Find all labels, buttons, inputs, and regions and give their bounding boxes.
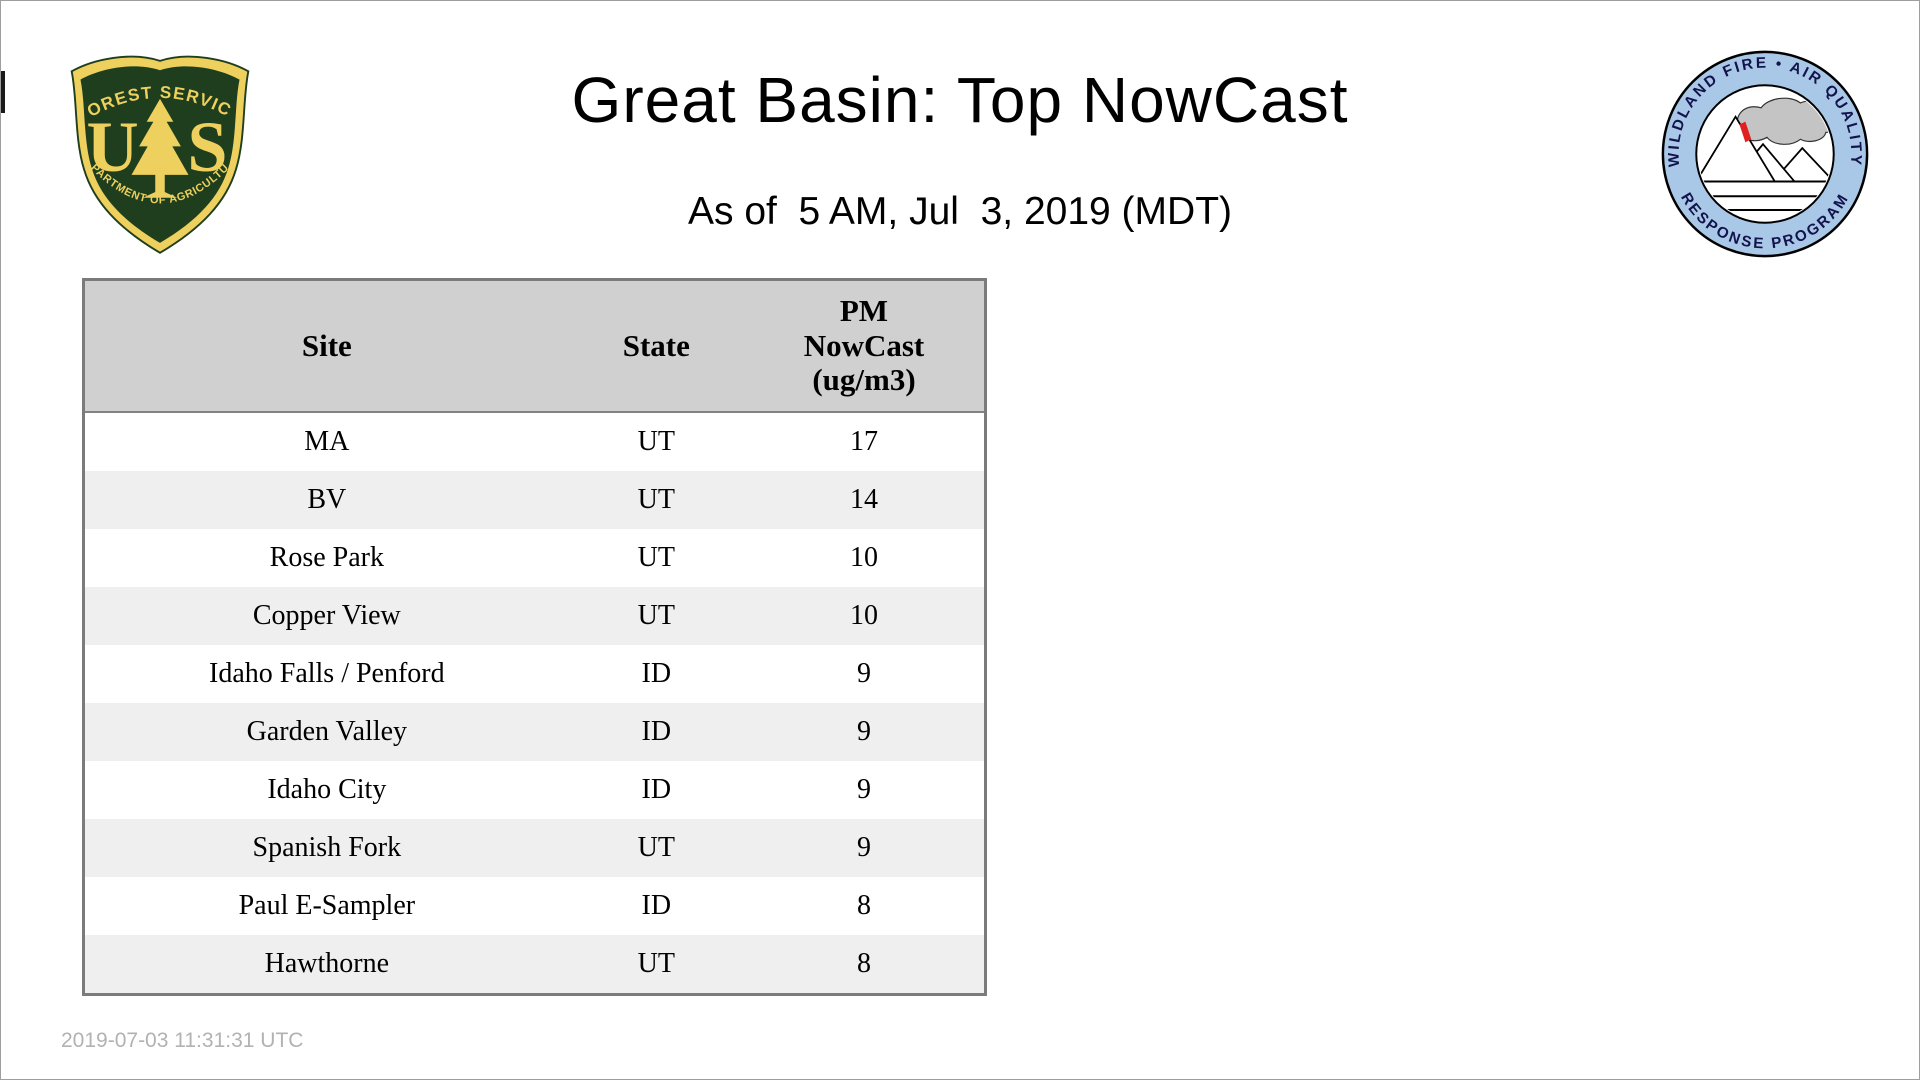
fs-letter-s: S <box>187 107 227 187</box>
table-row: Rose Park UT 10 <box>85 529 984 588</box>
cell-state: ID <box>568 761 744 820</box>
cell-site: MA <box>85 413 569 472</box>
cell-site: Idaho City <box>85 761 569 820</box>
cell-value: 9 <box>743 645 984 704</box>
generation-timestamp: 2019-07-03 11:31:31 UTC <box>61 1029 304 1052</box>
table-row: Idaho City ID 9 <box>85 761 984 820</box>
cell-value: 10 <box>743 587 984 646</box>
cell-site: BV <box>85 471 569 530</box>
cell-state: ID <box>568 645 744 704</box>
cell-state: UT <box>568 471 744 530</box>
cell-state: UT <box>568 413 744 472</box>
cell-state: ID <box>568 703 744 762</box>
table-row: Garden Valley ID 9 <box>85 703 984 762</box>
table-row: BV UT 14 <box>85 471 984 530</box>
forest-service-logo-icon: U S FOREST SERVICE DEPARTMENT OF AGRICUL… <box>70 55 250 254</box>
cell-value: 14 <box>743 471 984 530</box>
flame-mark <box>1739 121 1752 143</box>
col-header-site: Site <box>85 281 569 414</box>
table-row: Paul E-Sampler ID 8 <box>85 877 984 936</box>
table-row: Spanish Fork UT 9 <box>85 819 984 878</box>
wfaqrp-logo-icon: WILDLAND FIRE • AIR QUALITY RESPONSE PRO… <box>1661 50 1869 258</box>
cell-value: 17 <box>743 413 984 472</box>
col-header-state: State <box>568 281 744 414</box>
nowcast-table: Site State PM NowCast (ug/m3) MA UT 17 B… <box>82 278 987 997</box>
cell-site: Copper View <box>85 587 569 646</box>
pine-tree-icon <box>131 98 189 198</box>
table-header: Site State PM NowCast (ug/m3) <box>85 281 984 414</box>
cell-state: ID <box>568 877 744 936</box>
cell-value: 8 <box>743 935 984 994</box>
page-subtitle: As of 5 AM, Jul 3, 2019 (MDT) <box>687 190 1233 233</box>
cell-site: Idaho Falls / Penford <box>85 645 569 704</box>
page-title: Great Basin: Top NowCast <box>571 64 1349 136</box>
cell-site: Spanish Fork <box>85 819 569 878</box>
cell-state: UT <box>568 587 744 646</box>
cell-site: Paul E-Sampler <box>85 877 569 936</box>
left-edge-artifact <box>1 71 5 113</box>
smoke-plume <box>1736 97 1832 145</box>
cell-state: UT <box>568 819 744 878</box>
cell-site: Rose Park <box>85 529 569 588</box>
col-header-pm-nowcast: PM NowCast (ug/m3) <box>743 281 984 414</box>
cell-site: Garden Valley <box>85 703 569 762</box>
cell-value: 10 <box>743 529 984 588</box>
table-row: Idaho Falls / Penford ID 9 <box>85 645 984 704</box>
fs-letter-u: U <box>86 107 138 187</box>
cell-value: 8 <box>743 877 984 936</box>
cell-state: UT <box>568 529 744 588</box>
table-container: Site State PM NowCast (ug/m3) MA UT 17 B… <box>82 278 987 997</box>
cell-value: 9 <box>743 703 984 762</box>
cell-state: UT <box>568 935 744 994</box>
table-row: Copper View UT 10 <box>85 587 984 646</box>
table-row: MA UT 17 <box>85 413 984 472</box>
cell-site: Hawthorne <box>85 935 569 994</box>
cell-value: 9 <box>743 819 984 878</box>
table-row: Hawthorne UT 8 <box>85 935 984 994</box>
table-body: MA UT 17 BV UT 14 Rose Park UT 10 <box>85 413 984 994</box>
cell-value: 9 <box>743 761 984 820</box>
